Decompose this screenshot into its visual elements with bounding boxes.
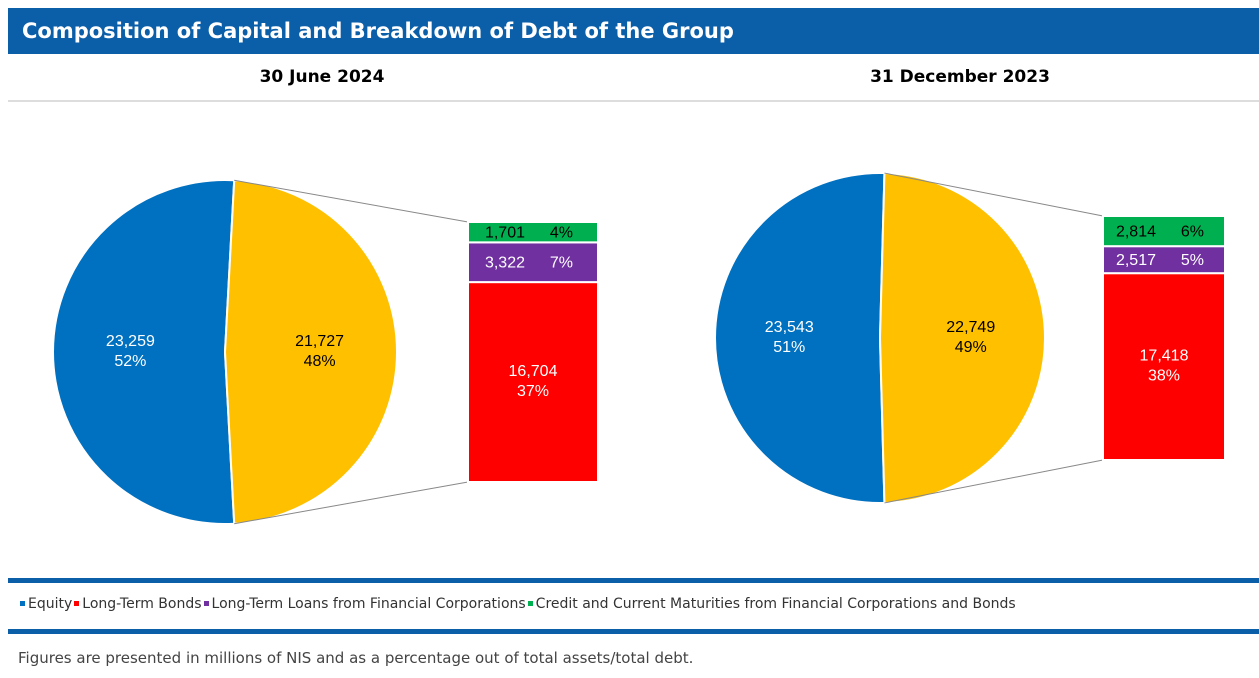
header-title: Composition of Capital and Breakdown of … bbox=[8, 8, 1259, 54]
legend-item: Long-Term Bonds bbox=[72, 596, 202, 612]
value-label: 3,322 bbox=[485, 254, 525, 271]
bar-segment bbox=[1102, 245, 1226, 275]
connector bbox=[234, 179, 469, 223]
pie-slice bbox=[52, 179, 236, 525]
legend-label: Credit and Current Maturities from Finan… bbox=[535, 596, 1016, 612]
legend-item: Long-Term Loans from Financial Corporati… bbox=[202, 596, 526, 612]
percent-label: 5% bbox=[1181, 252, 1204, 269]
note: Figures are presented in millions of NIS… bbox=[18, 649, 694, 667]
pie-slice bbox=[223, 179, 399, 525]
percent-label: 37% bbox=[517, 383, 549, 400]
charts: 30 June 2024 23,259 52% 21,727 48% 16,704 37% 3… bbox=[8, 67, 1259, 525]
bar-segment bbox=[1102, 272, 1226, 461]
connector bbox=[884, 459, 1104, 504]
legend-swatch bbox=[527, 600, 533, 606]
percent-label: 48% bbox=[304, 353, 336, 370]
legend-item: Equity bbox=[18, 596, 72, 612]
rule bbox=[8, 629, 1259, 634]
legend-label: Equity bbox=[28, 596, 73, 612]
legend-swatch bbox=[74, 600, 80, 606]
value-label: 23,259 bbox=[106, 333, 155, 350]
percent-label: 52% bbox=[114, 353, 146, 370]
legend-label: Long-Term Loans from Financial Corporati… bbox=[211, 596, 526, 612]
percent-label: 49% bbox=[955, 339, 987, 356]
value-label: 1,701 bbox=[485, 224, 525, 241]
legend: Equity Long-Term Bonds Long-Term Loans fro… bbox=[18, 596, 1016, 612]
value-label: 2,814 bbox=[1116, 223, 1156, 240]
bar-segment bbox=[467, 221, 599, 244]
value-label: 17,418 bbox=[1140, 348, 1189, 365]
connector bbox=[884, 172, 1104, 217]
pie-label: 22,749 49% bbox=[946, 319, 995, 356]
legend-item: Credit and Current Maturities from Finan… bbox=[526, 596, 1016, 612]
percent-label: 51% bbox=[773, 339, 805, 356]
bar-label: 16,704 37% bbox=[509, 363, 558, 400]
value-label: 22,749 bbox=[946, 319, 995, 336]
bar-segment bbox=[467, 281, 599, 483]
percent-label: 38% bbox=[1148, 368, 1180, 385]
value-label: 2,517 bbox=[1116, 252, 1156, 269]
pie-label: 23,543 51% bbox=[765, 319, 814, 356]
percent-label: 6% bbox=[1181, 223, 1204, 240]
percent-label: 4% bbox=[550, 224, 573, 241]
bar-label: 17,418 38% bbox=[1140, 348, 1189, 385]
pie-slice bbox=[713, 172, 886, 504]
rule bbox=[8, 578, 1259, 583]
bar-segment bbox=[1102, 215, 1226, 248]
pie-label: 23,259 52% bbox=[106, 333, 155, 370]
pie-slice bbox=[878, 172, 1046, 504]
chart-subtitle: 31 December 2023 bbox=[870, 67, 1050, 87]
legend-swatch bbox=[203, 600, 209, 606]
percent-label: 7% bbox=[550, 254, 573, 271]
legend-label: Long-Term Bonds bbox=[82, 596, 202, 612]
value-label: 16,704 bbox=[509, 363, 558, 380]
value-label: 23,543 bbox=[765, 319, 814, 336]
pie-label: 21,727 48% bbox=[295, 333, 344, 370]
chart-subtitle: 30 June 2024 bbox=[260, 67, 385, 87]
value-label: 21,727 bbox=[295, 333, 344, 350]
legend-swatch bbox=[20, 600, 25, 606]
connector bbox=[234, 481, 469, 525]
